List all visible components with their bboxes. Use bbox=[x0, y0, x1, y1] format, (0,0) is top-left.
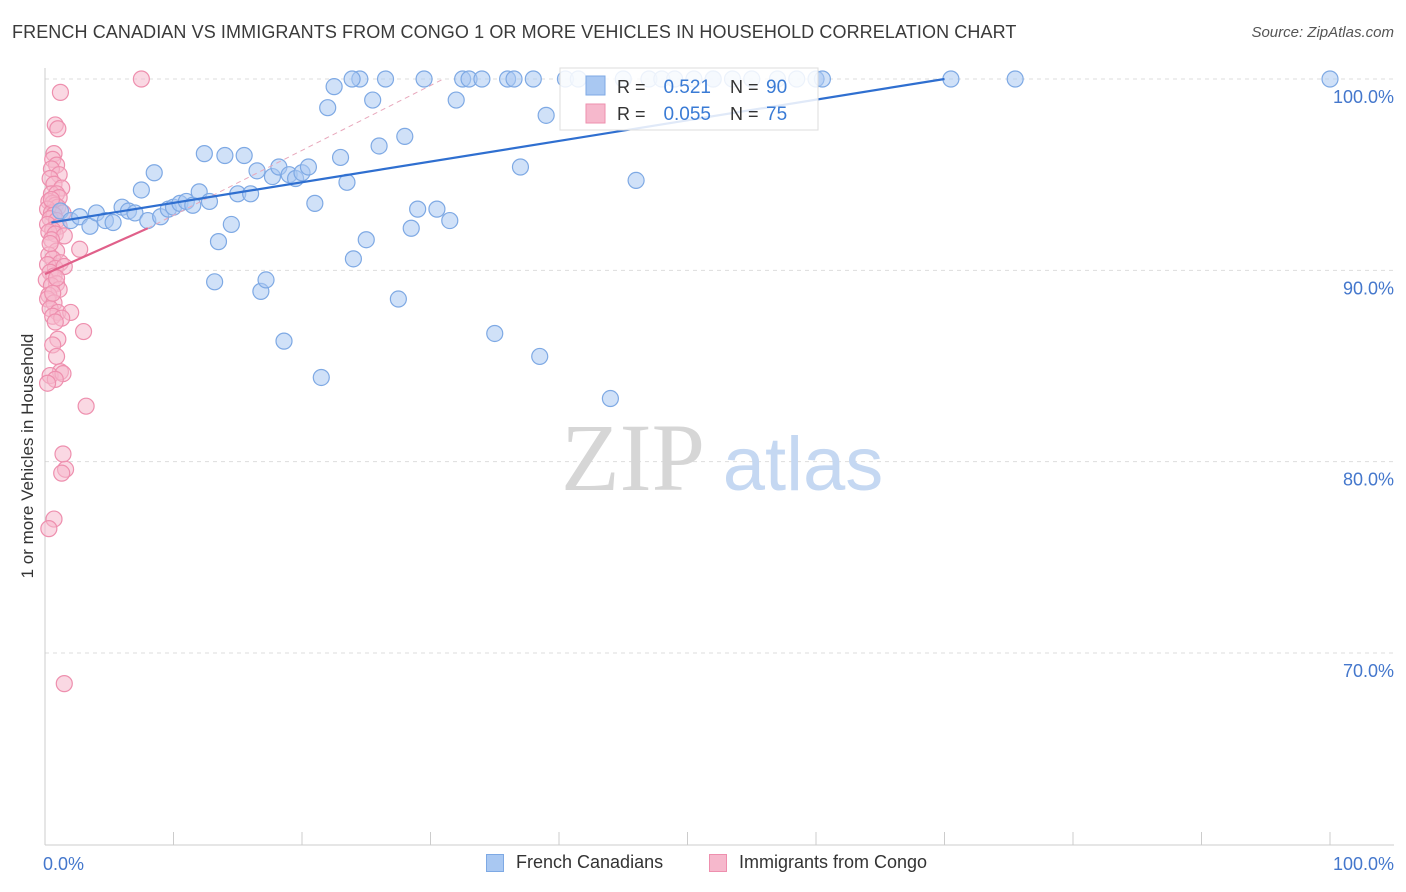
axes bbox=[45, 68, 1394, 845]
data-point bbox=[50, 121, 66, 137]
data-point bbox=[448, 92, 464, 108]
data-point bbox=[602, 391, 618, 407]
legend-n-label-2: N = bbox=[730, 104, 759, 124]
data-point bbox=[243, 186, 259, 202]
points-immigrants-from-congo bbox=[38, 71, 149, 692]
data-point bbox=[146, 165, 162, 181]
bottom-legend-label-immigrants-from-congo: Immigrants from Congo bbox=[739, 852, 927, 873]
stats-legend: R = 0.521 N = 90 R = 0.055 N = 75 bbox=[560, 68, 818, 130]
data-point bbox=[72, 241, 88, 257]
legend-r-value-1: 0.521 bbox=[663, 77, 711, 98]
data-point bbox=[532, 348, 548, 364]
legend-swatch-blue bbox=[586, 76, 605, 95]
data-point bbox=[54, 465, 70, 481]
data-point bbox=[487, 325, 503, 341]
data-point bbox=[133, 71, 149, 87]
data-point bbox=[307, 195, 323, 211]
data-point bbox=[365, 92, 381, 108]
data-point bbox=[943, 71, 959, 87]
scatter-chart: ZIP atlas 100.0%90.0%80.0%70.0%0.0% 100.0… bbox=[0, 0, 1406, 892]
bottom-legend-swatch-pink bbox=[709, 854, 727, 872]
data-point bbox=[52, 84, 68, 100]
data-point bbox=[133, 182, 149, 198]
data-point bbox=[371, 138, 387, 154]
data-point bbox=[236, 148, 252, 164]
data-point bbox=[276, 333, 292, 349]
y-tick-label-3: 70.0% bbox=[1343, 661, 1394, 681]
data-point bbox=[1322, 71, 1338, 87]
data-point bbox=[258, 272, 274, 288]
data-point bbox=[78, 398, 94, 414]
data-point bbox=[56, 676, 72, 692]
watermark-zip: ZIP bbox=[561, 404, 705, 511]
bottom-legend-item-french-canadians[interactable]: French Canadians bbox=[486, 852, 663, 873]
data-point bbox=[210, 234, 226, 250]
watermark: ZIP atlas bbox=[561, 404, 883, 511]
data-point bbox=[105, 215, 121, 231]
data-point bbox=[300, 159, 316, 175]
data-point bbox=[403, 220, 419, 236]
data-point bbox=[320, 100, 336, 116]
bottom-legend-label-french-canadians: French Canadians bbox=[516, 852, 663, 873]
data-point bbox=[506, 71, 522, 87]
data-point bbox=[217, 148, 233, 164]
watermark-atlas: atlas bbox=[723, 422, 884, 507]
data-point bbox=[1007, 71, 1023, 87]
data-point bbox=[474, 71, 490, 87]
data-point bbox=[40, 375, 56, 391]
data-point bbox=[538, 107, 554, 123]
data-point bbox=[249, 163, 265, 179]
bottom-legend-item-immigrants-from-congo[interactable]: Immigrants from Congo bbox=[709, 852, 927, 873]
data-point bbox=[223, 216, 239, 232]
data-point bbox=[42, 236, 58, 252]
legend-n-label-1: N = bbox=[730, 77, 759, 97]
data-point bbox=[196, 146, 212, 162]
y-tick-label-2: 80.0% bbox=[1343, 470, 1394, 490]
data-point bbox=[333, 149, 349, 165]
data-point bbox=[313, 369, 329, 385]
data-point bbox=[76, 324, 92, 340]
data-point bbox=[442, 213, 458, 229]
data-point bbox=[47, 314, 63, 330]
data-point bbox=[207, 274, 223, 290]
tick-labels: 100.0%90.0%80.0%70.0%0.0% 100.0% bbox=[43, 87, 1394, 874]
data-point bbox=[326, 79, 342, 95]
legend-r-value-2: 0.055 bbox=[663, 104, 711, 125]
data-point bbox=[512, 159, 528, 175]
bottom-legend: French Canadians Immigrants from Congo bbox=[0, 852, 1406, 878]
data-point bbox=[525, 71, 541, 87]
data-point bbox=[429, 201, 445, 217]
legend-r-label-1: R = bbox=[617, 77, 646, 97]
trend-line-extension-immigrants-from-congo bbox=[148, 79, 444, 228]
data-point bbox=[378, 71, 394, 87]
data-point bbox=[628, 172, 644, 188]
data-point bbox=[55, 446, 71, 462]
data-point bbox=[41, 521, 57, 537]
data-point bbox=[358, 232, 374, 248]
data-point bbox=[416, 71, 432, 87]
gridlines bbox=[45, 79, 1394, 653]
data-point bbox=[344, 71, 360, 87]
data-point bbox=[390, 291, 406, 307]
data-point bbox=[49, 348, 65, 364]
data-point bbox=[397, 128, 413, 144]
legend-n-value-1: 90 bbox=[766, 77, 787, 98]
legend-r-label-2: R = bbox=[617, 104, 646, 124]
data-point bbox=[45, 285, 61, 301]
data-point bbox=[345, 251, 361, 267]
data-point bbox=[410, 201, 426, 217]
y-tick-label-1: 90.0% bbox=[1343, 278, 1394, 298]
legend-n-value-2: 75 bbox=[766, 104, 787, 125]
bottom-legend-swatch-blue bbox=[486, 854, 504, 872]
y-tick-label-0: 100.0% bbox=[1333, 87, 1394, 107]
legend-swatch-pink bbox=[586, 104, 605, 123]
